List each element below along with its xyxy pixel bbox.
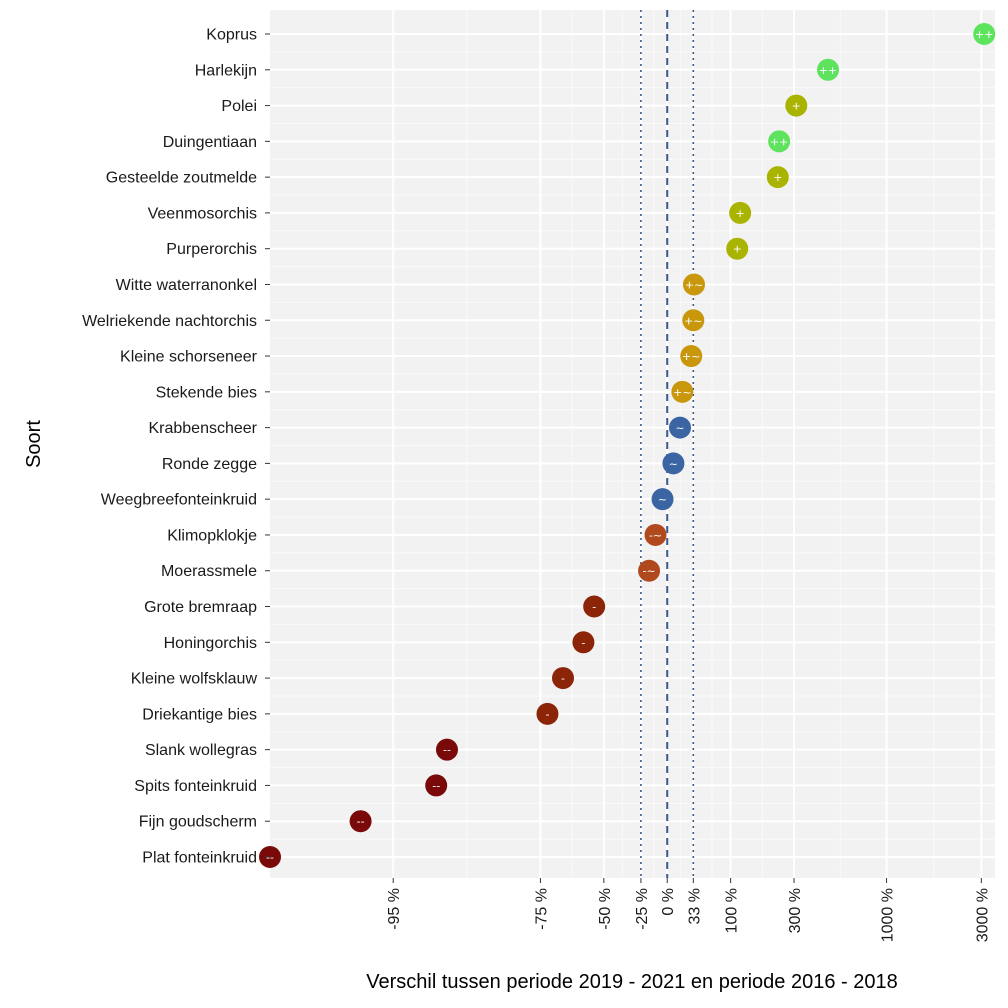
y-tick-label: Harlekijn: [195, 62, 257, 79]
y-tick-label: Welriekende nachtorchis: [82, 313, 257, 330]
x-axis: -95 % -75 % -50 % -25 % 0 % 33 % 100 % 300 % 100…: [386, 878, 991, 942]
y-tick-label: Honingorchis: [164, 635, 257, 652]
data-point-label: --: [357, 815, 365, 828]
x-tick-label: 300 %: [787, 888, 804, 933]
y-tick-label: Purperorchis: [166, 241, 257, 258]
data-point: [572, 631, 595, 654]
data-point: [682, 309, 705, 332]
data-point-label: ++: [770, 135, 788, 148]
data-point: [644, 523, 667, 546]
y-tick-label: Klimopklokje: [167, 527, 257, 544]
data-point: [638, 559, 661, 582]
data-point: [785, 94, 808, 117]
data-point-label: -~: [649, 529, 662, 542]
panel-background: [270, 10, 995, 878]
data-point: [671, 380, 694, 403]
data-point: [583, 595, 606, 618]
y-tick-label: Krabbenscheer: [148, 420, 257, 437]
data-point: [662, 452, 685, 475]
y-tick-label: Stekende bies: [156, 384, 257, 401]
y-tick-label: Duingentiaan: [163, 134, 257, 151]
data-point-label: -: [561, 672, 565, 685]
data-point: [726, 237, 749, 260]
data-point: [536, 702, 559, 725]
x-tick-label: 100 %: [724, 888, 741, 933]
y-tick-label: Slank wollegras: [145, 742, 257, 759]
grid-minor: [270, 10, 995, 878]
data-point-label: ++: [819, 64, 837, 77]
data-point-label: -: [545, 708, 549, 721]
data-point: [425, 774, 448, 797]
x-tick-label: 1000 %: [880, 888, 897, 942]
data-point-label: -~: [642, 565, 655, 578]
y-tick-label: Weegbreefonteinkruid: [101, 492, 257, 509]
data-point: [817, 58, 840, 81]
y-tick-label: Grote bremraap: [144, 599, 257, 616]
y-tick-label: Spits fonteinkruid: [134, 778, 257, 795]
y-axis: Koprus Harlekijn Polei Duingentiaan Gesteeld…: [82, 27, 270, 867]
data-point-label: +: [736, 207, 745, 220]
y-tick-label: Moerassmele: [161, 563, 257, 580]
data-point: [766, 166, 789, 189]
data-point: [682, 273, 705, 296]
grid-major: [270, 10, 995, 878]
data-point-label: ++: [975, 28, 993, 41]
x-tick-label: 33 %: [686, 888, 703, 924]
data-point-label: +~: [684, 314, 702, 327]
x-tick-label: 0 %: [660, 888, 677, 916]
data-point-label: ~: [669, 457, 678, 470]
data-point: [552, 667, 575, 690]
y-axis-title: Soort: [23, 420, 45, 468]
y-tick-label: Witte waterranonkel: [116, 277, 257, 294]
y-tick-label: Kleine schorseneer: [120, 349, 258, 366]
y-tick-label: Polei: [221, 98, 257, 115]
data-point: [729, 201, 752, 224]
x-tick-label: -75 %: [533, 888, 550, 930]
data-point-label: --: [432, 779, 440, 792]
y-tick-label: Driekantige bies: [142, 706, 257, 723]
data-point-label: +: [733, 243, 742, 256]
data-point: [435, 738, 458, 761]
data-points: +++++++++++~+~+~+~~~~-~-~------------: [259, 23, 996, 868]
x-tick-label: -95 %: [386, 888, 403, 930]
data-point-label: ~: [675, 422, 684, 435]
data-point: [973, 23, 996, 45]
data-point: [349, 810, 372, 833]
data-point: [651, 488, 674, 511]
y-tick-label: Gesteelde zoutmelde: [106, 170, 257, 187]
y-tick-label: Veenmosorchis: [148, 205, 257, 222]
data-point-label: +~: [673, 386, 691, 399]
y-tick-label: Fijn goudscherm: [139, 814, 257, 831]
data-point-label: -: [592, 601, 596, 614]
x-tick-label: -50 %: [597, 888, 614, 930]
data-point-label: -: [581, 636, 585, 649]
y-tick-label: Kleine wolfsklauw: [131, 671, 258, 688]
data-point-label: +: [792, 100, 801, 113]
data-point-label: --: [266, 851, 274, 864]
data-point: [669, 416, 692, 439]
y-tick-label: Ronde zegge: [162, 456, 257, 473]
y-tick-label: Koprus: [206, 27, 257, 44]
data-point-label: +~: [685, 278, 703, 291]
data-point-label: ~: [658, 493, 667, 506]
data-point-label: --: [443, 744, 451, 757]
x-tick-label: 3000 %: [974, 888, 991, 942]
data-point: [768, 130, 791, 153]
data-point: [680, 345, 703, 368]
data-point-label: +~: [682, 350, 700, 363]
x-tick-label: -25 %: [634, 888, 651, 930]
data-point-label: +: [773, 171, 782, 184]
x-axis-title: Verschil tussen periode 2019 - 2021 en p…: [366, 971, 898, 993]
y-tick-label: Plat fonteinkruid: [142, 850, 257, 867]
reference-lines: [640, 10, 695, 878]
